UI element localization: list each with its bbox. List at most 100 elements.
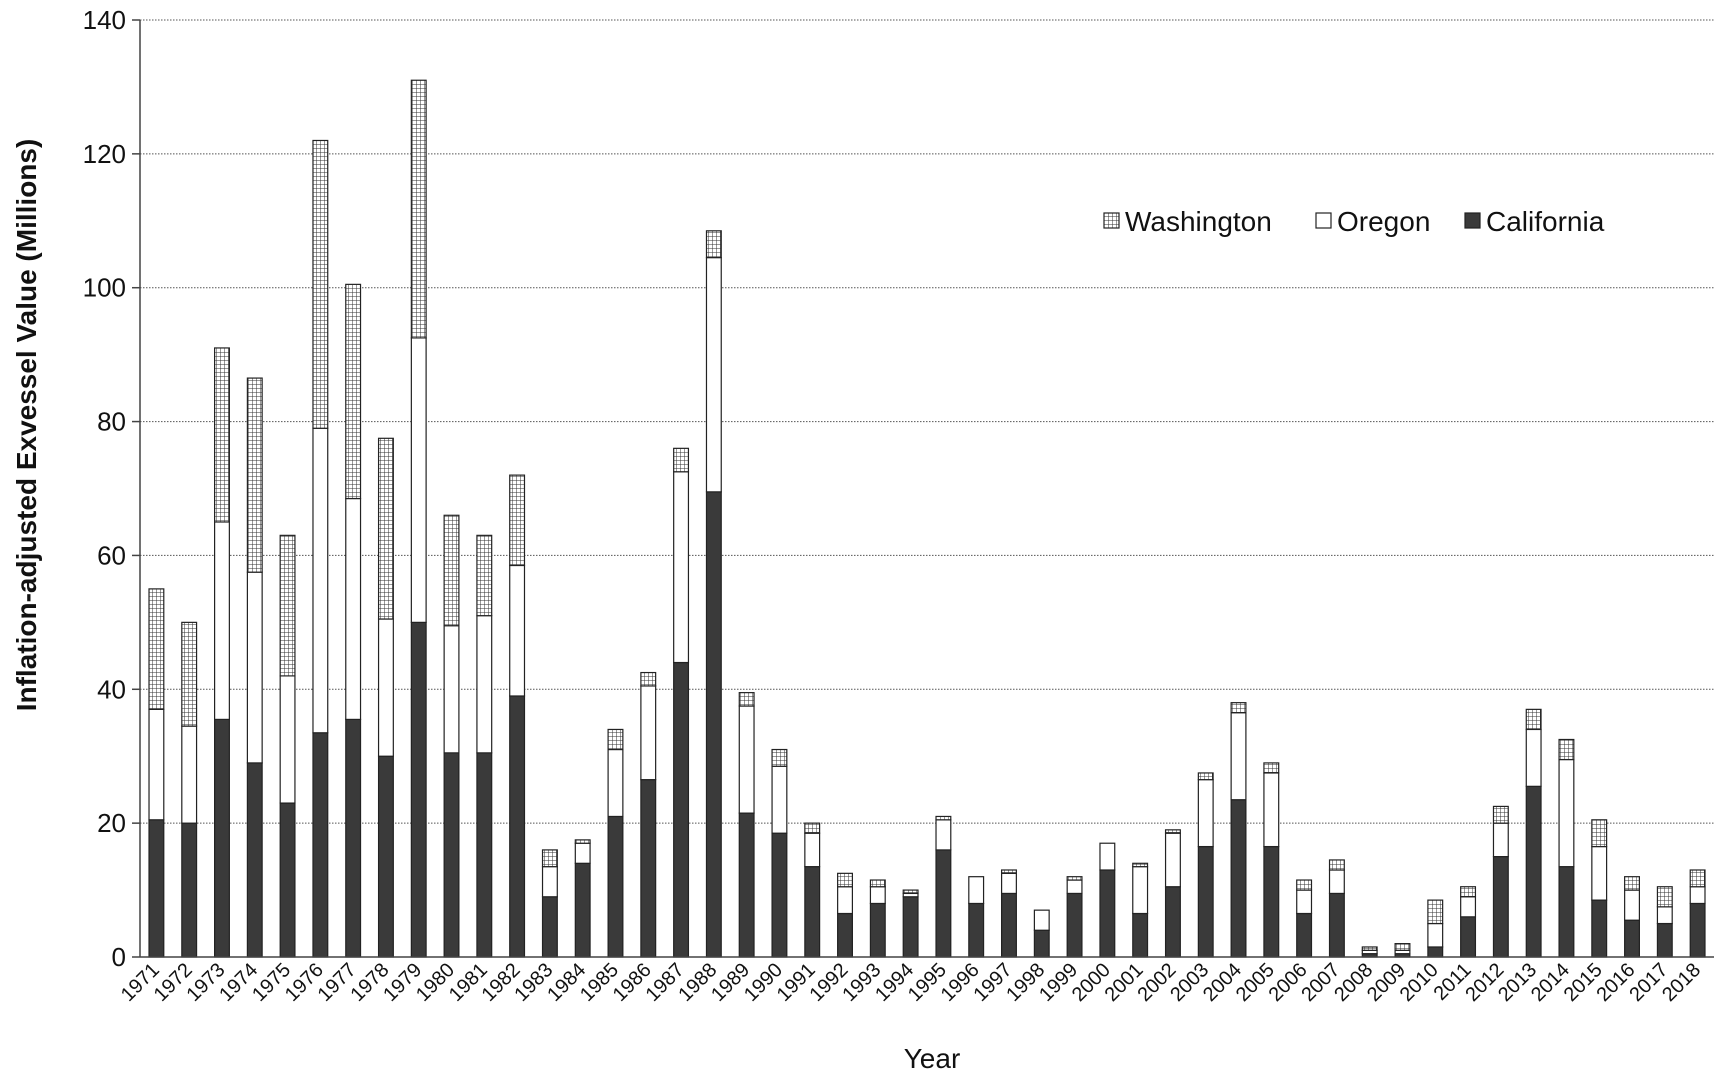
bar-segment-washington-1986 [640, 671, 657, 687]
bar-segment-california-2002 [1164, 886, 1181, 958]
bar-segment-washington-2011 [1460, 886, 1477, 898]
bar-segment-oregon-1995 [935, 819, 952, 851]
bar-segment-oregon-2011 [1460, 896, 1477, 918]
legend-label-washington: Washington [1125, 206, 1272, 237]
bar-segment-oregon-1989 [738, 705, 755, 814]
bar-segment-oregon-1997 [1000, 872, 1017, 895]
bar-segment-washington-1988 [705, 230, 722, 259]
bar-segment-washington-1999 [1066, 876, 1083, 881]
bar-segment-california-1982 [509, 695, 526, 958]
bar-segment-washington-2017 [1656, 886, 1673, 908]
bar-segment-washington-1993 [869, 879, 886, 888]
bar-segment-california-1973 [214, 718, 230, 958]
bar-segment-california-1995 [935, 849, 952, 958]
legend: Washington Oregon California [1103, 206, 1605, 237]
bar-segment-oregon-2007 [1328, 869, 1345, 895]
bar-segment-oregon-2018 [1689, 886, 1706, 905]
bar-segment-oregon-2013 [1525, 728, 1542, 787]
bar-segment-oregon-1985 [607, 748, 624, 818]
bars [148, 79, 1706, 958]
bar-segment-washington-1973 [214, 347, 230, 523]
bar-segment-california-1989 [738, 812, 755, 958]
bar-segment-california-2003 [1197, 845, 1214, 958]
bar-segment-california-2006 [1296, 912, 1313, 958]
bar-segment-oregon-1971 [148, 708, 165, 821]
bar-segment-oregon-1991 [804, 832, 821, 868]
bar-segment-oregon-1975 [279, 675, 296, 804]
y-tick-label: 100 [83, 273, 126, 303]
bar-segment-california-1972 [181, 822, 198, 958]
bar-segment-california-2015 [1591, 899, 1608, 958]
bar-segment-washington-2015 [1591, 819, 1608, 848]
y-tick-label: 40 [97, 674, 126, 704]
bar-segment-washington-1974 [246, 377, 263, 573]
bar-segment-oregon-1974 [246, 571, 263, 764]
bar-segment-california-2010 [1427, 946, 1444, 958]
bar-segment-oregon-2014 [1558, 758, 1575, 868]
bar-segment-oregon-2006 [1296, 889, 1313, 915]
bar-segment-california-2000 [1099, 869, 1116, 958]
bar-segment-washington-1978 [377, 437, 394, 620]
bar-segment-washington-1980 [443, 514, 460, 627]
bar-segment-washington-2012 [1492, 805, 1509, 824]
bar-segment-oregon-1998 [1033, 909, 1050, 931]
legend-label-california: California [1486, 206, 1605, 237]
bar-segment-oregon-2004 [1230, 712, 1247, 801]
bar-segment-washington-2004 [1230, 702, 1247, 714]
bar-segment-washington-2009 [1394, 943, 1411, 951]
bar-segment-oregon-2002 [1164, 832, 1181, 888]
bar-segment-oregon-2012 [1492, 822, 1509, 858]
bar-segment-oregon-1982 [509, 564, 526, 697]
bar-segment-california-1976 [312, 732, 329, 958]
bar-segment-washington-1977 [345, 283, 362, 500]
bar-segment-oregon-2010 [1427, 922, 1444, 948]
bar-segment-oregon-2005 [1263, 772, 1280, 848]
bar-segment-california-1981 [476, 752, 493, 958]
bar-segment-california-1986 [640, 779, 657, 958]
y-axis-title: Inflation-adjusted Exvessel Value (Milli… [11, 139, 42, 712]
y-tick-labels: 0 20 40 60 80 100 120 140 [83, 5, 140, 972]
bar-segment-washington-2005 [1263, 762, 1280, 774]
bar-segment-california-2007 [1328, 892, 1345, 958]
bar-segment-washington-2013 [1525, 708, 1542, 731]
bar-segment-california-2013 [1525, 785, 1542, 958]
bar-segment-california-1999 [1066, 892, 1083, 958]
bar-segment-washington-2014 [1558, 738, 1575, 761]
bar-segment-california-1984 [574, 862, 591, 958]
bar-segment-washington-2003 [1197, 772, 1214, 781]
bar-segment-washington-2016 [1624, 876, 1641, 891]
bar-segment-california-1971 [148, 819, 165, 958]
bar-segment-oregon-1996 [968, 876, 985, 905]
bar-segment-washington-1979 [410, 79, 427, 339]
bar-segment-oregon-1984 [574, 842, 591, 864]
y-tick-label: 120 [83, 139, 126, 169]
bar-segment-washington-2007 [1328, 859, 1345, 871]
y-tick-label: 80 [97, 407, 126, 437]
legend-swatch-oregon [1315, 212, 1332, 229]
bar-segment-oregon-1979 [410, 337, 427, 623]
bar-segment-oregon-1986 [640, 685, 657, 781]
bar-segment-oregon-1980 [443, 625, 460, 754]
bar-segment-california-1996 [968, 902, 985, 958]
bar-segment-washington-1994 [902, 889, 919, 895]
bar-segment-california-1988 [705, 491, 722, 958]
bar-segment-washington-1972 [181, 621, 198, 727]
bar-segment-california-1985 [607, 815, 624, 958]
bar-segment-oregon-1978 [377, 618, 394, 757]
bar-segment-washington-1985 [607, 728, 624, 751]
y-tick-label: 140 [83, 5, 126, 35]
bar-segment-oregon-1999 [1066, 879, 1083, 895]
bar-segment-oregon-1988 [705, 257, 722, 493]
bar-segment-washington-1995 [935, 815, 952, 821]
bar-segment-california-2016 [1624, 919, 1641, 958]
bar-segment-oregon-1987 [673, 471, 690, 664]
bar-segment-oregon-1983 [541, 866, 558, 898]
legend-swatch-california [1464, 212, 1481, 229]
bar-segment-california-1992 [837, 912, 854, 958]
bar-segment-california-2018 [1689, 902, 1706, 958]
bar-segment-oregon-1976 [312, 427, 329, 734]
axes [139, 20, 1714, 958]
bar-segment-california-1974 [246, 762, 263, 958]
bar-segment-california-1994 [902, 896, 919, 958]
